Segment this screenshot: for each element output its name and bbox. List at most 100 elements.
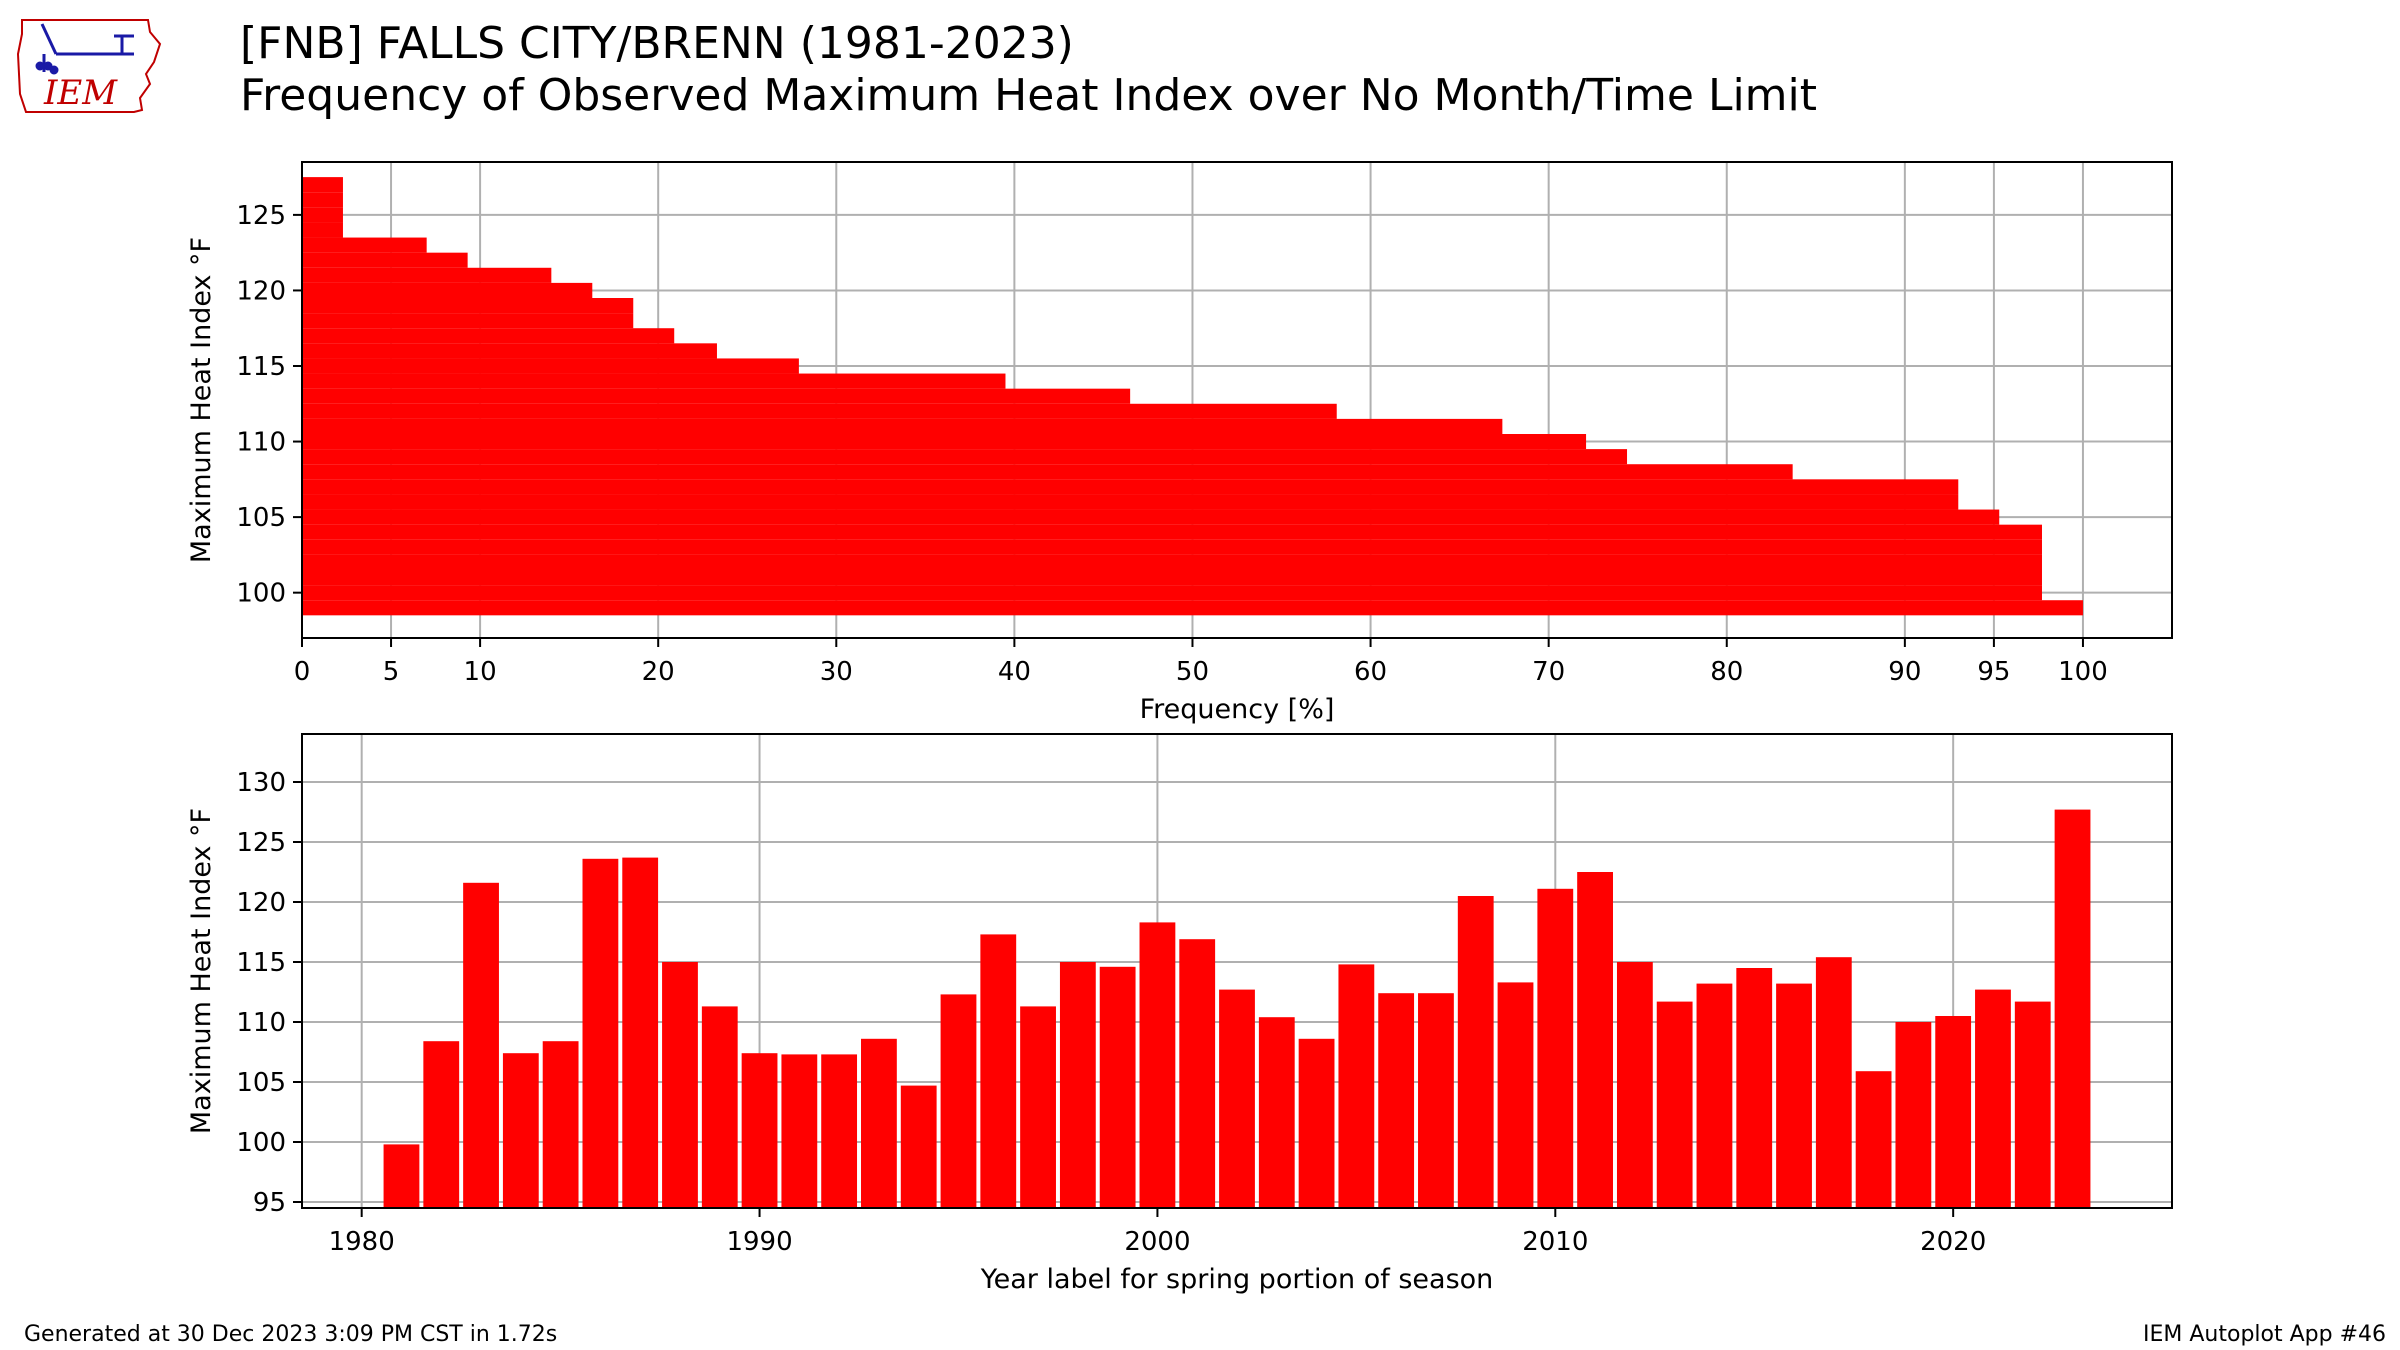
bar-year-1997 [1020,1006,1056,1208]
tick-label-y: 100 [236,579,286,609]
tick-label-y: 110 [236,1008,286,1038]
bar-year-1995 [940,994,977,1208]
bar-year-2019 [1895,1022,1932,1208]
x-axis-label: Year label for spring portion of season [980,1264,1494,1295]
bar-year-2010 [1537,888,1574,1208]
tick-label-x: 95 [1977,657,2010,687]
bar-freq-117 [302,328,675,344]
bar-year-2011 [1577,872,1613,1208]
bar-year-1983 [463,882,499,1208]
bar-year-1989 [701,1006,738,1208]
chart-subtitle: Frequency of Observed Maximum Heat Index… [240,70,1818,121]
iowa-outline-icon [16,19,162,113]
chart-title: [FNB] FALLS CITY/BRENN (1981-2023) [240,18,1074,69]
bar-freq-100 [302,585,2042,601]
bar-year-1990 [741,1053,778,1208]
tick-label-y: 125 [236,201,286,231]
bar-year-1988 [662,962,698,1208]
bar-freq-103 [302,539,2042,555]
tick-label-y: 110 [236,428,286,458]
tick-label-y: 120 [236,276,286,306]
tick-label-x: 1990 [726,1227,792,1257]
bar-year-1985 [542,1041,579,1208]
bar-year-2014 [1696,983,1733,1208]
tick-label-y: 100 [236,1128,286,1158]
bar-freq-113 [302,388,1131,404]
bar-year-2017 [1815,957,1852,1208]
tick-label-x: 2000 [1124,1227,1190,1257]
plot-frame [301,161,2173,639]
frequency-chart: 0 5 10 20 30 40 50 60 70 80 90 95 100 100 105 110 115 120… [186,161,2173,725]
tick-label-x: 1980 [329,1227,395,1257]
plot-frame [301,733,2173,1209]
logo-text: IEM [43,73,118,113]
tick-label-x: 20 [642,657,675,687]
tick-label-x: 0 [294,657,311,687]
bar-year-2022 [2014,1001,2051,1208]
tick-label-y: 130 [236,768,286,798]
bar-freq-104 [302,524,2042,540]
iem-logo: IEM [16,19,162,113]
bar-year-1999 [1099,966,1136,1208]
bar-freq-114 [302,373,1006,389]
bar-freq-105 [302,509,2000,525]
tick-label-x: 2010 [1522,1227,1588,1257]
tick-label-y: 95 [253,1188,286,1218]
bar-freq-108 [302,464,1793,480]
bar-freq-112 [302,403,1337,419]
tick-label-x: 100 [2058,657,2108,687]
tick-label-x: 2020 [1920,1227,1986,1257]
bar-year-2009 [1497,982,1534,1208]
bar-year-2013 [1656,1001,1693,1208]
tick-label-x: 40 [998,657,1031,687]
bar-year-1994 [900,1085,937,1208]
tick-label-y: 105 [236,503,286,533]
tick-label-y: 125 [236,828,286,858]
bar-year-2007 [1418,993,1454,1208]
footer-app-id: IEM Autoplot App #46 [2143,1322,2386,1347]
bar-year-2001 [1179,939,1216,1208]
bar-freq-122 [302,252,468,268]
bar-year-1984 [502,1053,539,1208]
bar-freq-123 [302,237,427,253]
bar-year-1981 [383,1144,420,1208]
bar-year-2012 [1616,962,1653,1208]
tick-label-x: 90 [1888,657,1921,687]
bar-freq-121 [302,267,552,283]
bar-freq-99 [302,600,2083,616]
bar-year-2016 [1776,983,1812,1208]
bar-year-2008 [1457,896,1494,1208]
bar-freq-101 [302,570,2042,586]
bar-year-2023 [2054,809,2091,1208]
bar-year-1991 [781,1054,818,1208]
tick-label-x: 30 [820,657,853,687]
tick-label-y: 120 [236,888,286,918]
bar-year-2015 [1736,968,1773,1208]
bar-year-2002 [1219,989,1255,1208]
bar-freq-111 [302,418,1503,434]
bar-freq-102 [302,554,2042,570]
tick-label-x: 60 [1354,657,1387,687]
bar-year-2000 [1139,922,1176,1208]
bar-year-1992 [821,1054,858,1208]
y-axis-label: Maximum Heat Index °F [186,237,217,563]
footer-generated: Generated at 30 Dec 2023 3:09 PM CST in … [24,1322,558,1347]
weather-station-icon [35,23,134,75]
bar-freq-106 [302,494,1959,510]
x-axis-label: Frequency [%] [1140,694,1335,725]
bar-year-2021 [1975,989,2011,1208]
bar-freq-109 [302,449,1628,465]
tick-label-x: 10 [464,657,497,687]
bar-year-2006 [1378,993,1415,1208]
bar-year-1987 [622,857,659,1208]
bar-freq-110 [302,434,1587,450]
tick-label-y: 115 [236,352,286,382]
bar-year-1998 [1059,962,1096,1208]
bar-freq-119 [302,298,634,314]
bar-freq-120 [302,282,593,298]
bar-year-2003 [1258,1017,1295,1208]
bar-freq-107 [302,479,1959,495]
tick-label-x: 80 [1710,657,1743,687]
bar-freq-124 [302,222,343,238]
tick-label-x: 5 [383,657,400,687]
